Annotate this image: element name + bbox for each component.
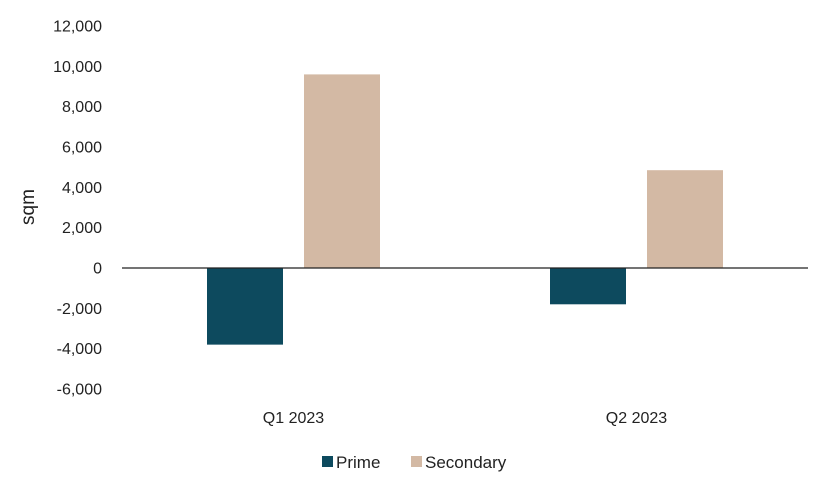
y-tick-label: 4,000 xyxy=(62,180,102,197)
y-tick-label: -4,000 xyxy=(57,341,102,358)
y-tick-label: 2,000 xyxy=(62,220,102,237)
legend-swatch-secondary xyxy=(411,456,422,467)
x-axis-ticks: Q1 2023 Q2 2023 xyxy=(263,410,667,427)
y-axis-title: sqm xyxy=(18,189,39,225)
y-tick-label: -2,000 xyxy=(57,301,102,318)
y-tick-label: -6,000 xyxy=(57,382,102,399)
bar-prime-q2-2023 xyxy=(550,268,626,305)
x-tick-label: Q1 2023 xyxy=(263,410,324,427)
bar-secondary-q1-2023 xyxy=(304,74,380,269)
x-tick-label: Q2 2023 xyxy=(606,410,667,427)
bars xyxy=(207,74,723,345)
y-tick-label: 10,000 xyxy=(53,59,102,76)
y-tick-label: 12,000 xyxy=(53,19,102,36)
legend-swatch-prime xyxy=(322,456,333,467)
y-axis-ticks: 12,000 10,000 8,000 6,000 4,000 2,000 0 -2,000 -… xyxy=(53,19,102,399)
legend-label-prime: Prime xyxy=(336,453,380,472)
y-tick-label: 0 xyxy=(93,261,102,278)
legend-label-secondary: Secondary xyxy=(425,453,507,472)
legend: Prime Secondary xyxy=(322,453,507,472)
bar-secondary-q2-2023 xyxy=(647,170,723,268)
y-tick-label: 6,000 xyxy=(62,140,102,157)
y-tick-label: 8,000 xyxy=(62,99,102,116)
bar-prime-q1-2023 xyxy=(207,268,283,345)
